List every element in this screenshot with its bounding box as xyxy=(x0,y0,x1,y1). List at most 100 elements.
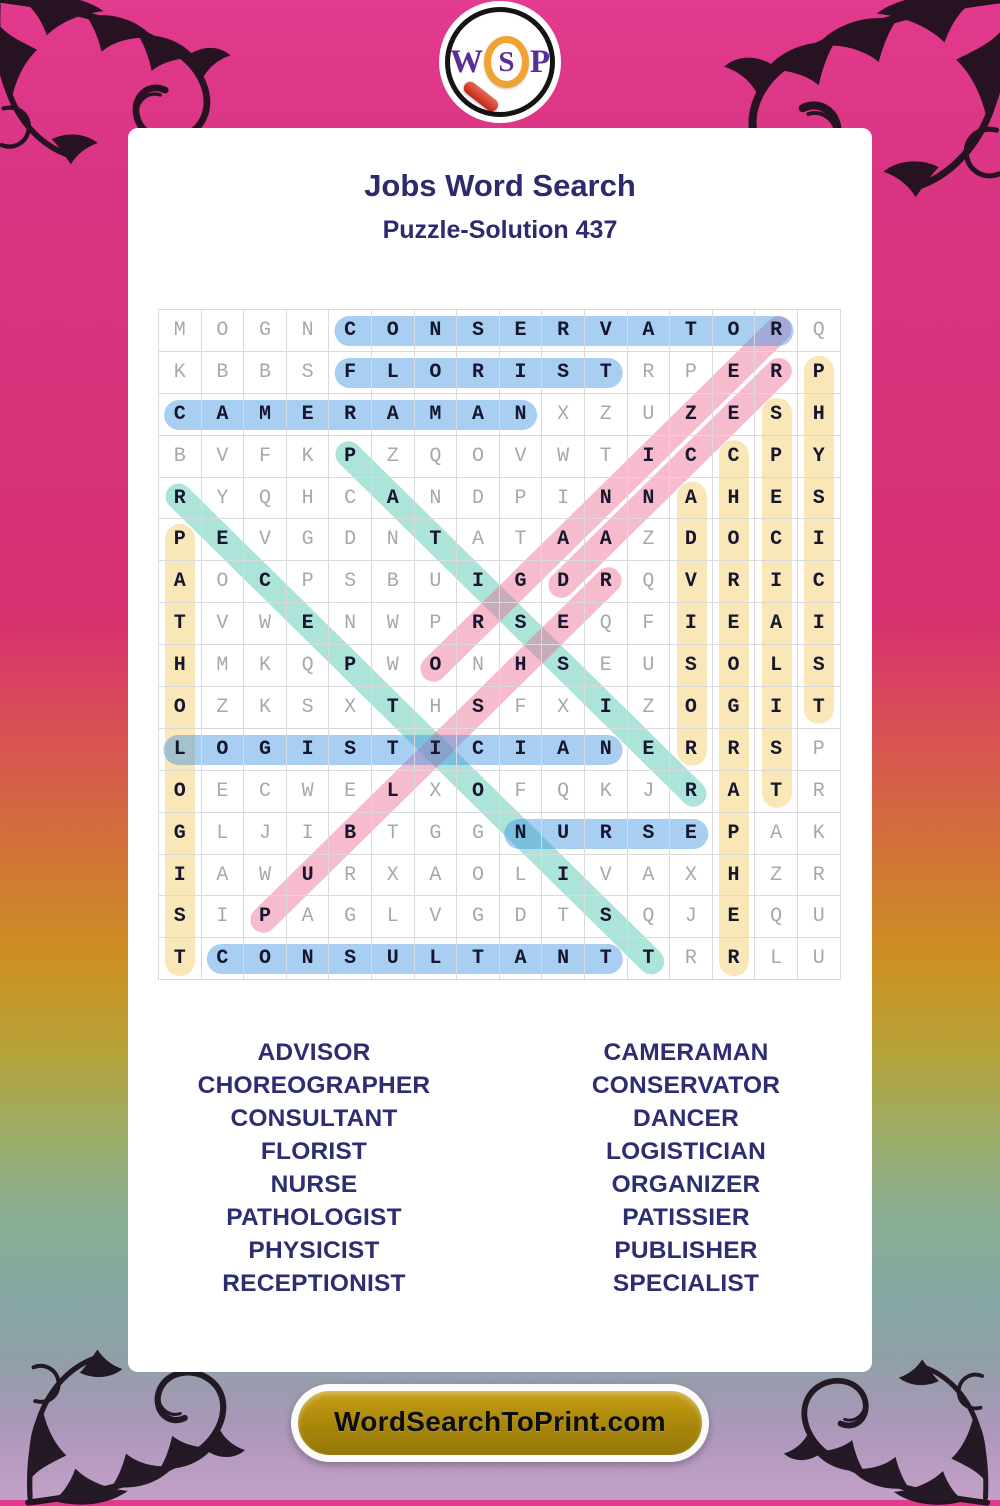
grid-cell: T xyxy=(457,938,500,981)
grid-cell: Q xyxy=(584,603,628,646)
grid-cell: S xyxy=(755,728,798,771)
grid-cell: G xyxy=(159,812,202,855)
grid-cell: A xyxy=(414,854,458,897)
grid-cell: X xyxy=(329,687,372,729)
grid-cell: R xyxy=(457,351,500,394)
grid-cell: P xyxy=(414,603,458,646)
grid-cell: I xyxy=(797,519,841,562)
grid-cell: W xyxy=(371,645,415,688)
grid-cell: M xyxy=(414,393,458,436)
grid-cell: G xyxy=(244,310,287,352)
grid-cell: J xyxy=(627,770,671,813)
logo-letter-s: S xyxy=(498,45,515,78)
grid-cell: L xyxy=(755,938,798,981)
grid-cell: A xyxy=(286,896,330,939)
wsp-logo[interactable]: W S P xyxy=(439,1,561,123)
grid-cell: E xyxy=(499,310,543,352)
grid-cell: U xyxy=(627,393,671,436)
word-highlight-logistician xyxy=(163,734,623,765)
word-list-item: CONSULTANT xyxy=(230,1105,398,1133)
grid-cell: V xyxy=(244,519,287,562)
grid-cell: E xyxy=(712,393,756,436)
grid-cell: P xyxy=(755,435,798,478)
grid-cell: Z xyxy=(755,854,798,897)
word-list-left-column: ADVISOR CHOREOGRAPHER CONSULTANT FLORIST NUR… xyxy=(128,1036,500,1300)
grid-cell: P xyxy=(159,519,202,562)
grid-cell: M xyxy=(244,393,287,436)
grid-cell: F xyxy=(244,435,287,478)
grid-cell: D xyxy=(457,477,500,520)
grid-cell: W xyxy=(286,770,330,813)
grid-cell: A xyxy=(584,519,628,562)
grid-cell: I xyxy=(499,351,543,394)
grid-cell: Y xyxy=(797,435,841,478)
grid-cell: A xyxy=(712,770,756,813)
grid-cell: I xyxy=(542,477,585,520)
grid-cell: N xyxy=(627,477,671,520)
grid-cell: T xyxy=(584,435,628,478)
logo-ring: W S P xyxy=(445,7,555,117)
grid-cell: P xyxy=(286,561,330,604)
grid-cell: K xyxy=(797,812,841,855)
grid-cell: E xyxy=(542,603,585,646)
grid-cell: V xyxy=(201,435,245,478)
grid-cell: P xyxy=(329,645,372,688)
grid-cell: E xyxy=(670,812,713,855)
grid-cell: R xyxy=(329,393,372,436)
grid-cell: C xyxy=(329,310,372,352)
grid-cell: K xyxy=(286,435,330,478)
grid-cell: T xyxy=(584,351,628,394)
word-list-item: RECEPTIONIST xyxy=(222,1270,406,1298)
grid-cell: L xyxy=(159,728,202,771)
grid-cell: R xyxy=(584,561,628,604)
grid-cell: S xyxy=(499,603,543,646)
grid-cell: R xyxy=(797,854,841,897)
grid-cell: E xyxy=(712,351,756,394)
grid-cell: I xyxy=(286,728,330,771)
grid-cell: B xyxy=(159,435,202,478)
grid-cell: C xyxy=(797,561,841,604)
grid-cell: G xyxy=(244,728,287,771)
grid-cell: R xyxy=(670,938,713,981)
word-list-item: FLORIST xyxy=(260,1138,368,1166)
grid-cell: C xyxy=(755,519,798,562)
grid-cell: R xyxy=(159,477,202,520)
grid-cell: T xyxy=(414,519,458,562)
grid-cell: Z xyxy=(627,687,671,729)
grid-cell: H xyxy=(712,477,756,520)
grid-cell: T xyxy=(584,938,628,981)
grid-cell: A xyxy=(755,812,798,855)
grid-cell: W xyxy=(244,854,287,897)
word-list-item: ADVISOR xyxy=(257,1039,371,1067)
grid-cell: D xyxy=(670,519,713,562)
grid-cell: U xyxy=(414,561,458,604)
grid-cell: E xyxy=(201,770,245,813)
grid-cell: X xyxy=(371,854,415,897)
grid-cell: R xyxy=(797,770,841,813)
grid-cell: L xyxy=(201,812,245,855)
grid-cell: H xyxy=(286,477,330,520)
grid-cell: N xyxy=(457,645,500,688)
grid-cell: Z xyxy=(627,519,671,562)
grid-cell: V xyxy=(499,435,543,478)
grid-cell: I xyxy=(159,854,202,897)
grid-cell: G xyxy=(457,812,500,855)
grid-cell: T xyxy=(499,519,543,562)
grid-cell: I xyxy=(414,728,458,771)
site-banner-button[interactable]: WordSearchToPrint.com xyxy=(291,1384,709,1462)
grid-cell: I xyxy=(499,728,543,771)
grid-cell: V xyxy=(670,561,713,604)
grid-cell: R xyxy=(712,728,756,771)
grid-cell: N xyxy=(329,603,372,646)
word-highlight-nurse xyxy=(504,818,708,849)
grid-cell: C xyxy=(329,477,372,520)
grid-cell: O xyxy=(371,310,415,352)
grid-cell: S xyxy=(457,687,500,729)
highlight-layer xyxy=(159,310,841,981)
magnifier-lens-icon: S xyxy=(484,36,529,88)
grid-cell: R xyxy=(712,561,756,604)
grid-cell: U xyxy=(542,812,585,855)
word-list: ADVISOR CHOREOGRAPHER CONSULTANT FLORIST NUR… xyxy=(128,1036,872,1300)
grid-cell: I xyxy=(457,561,500,604)
grid-cell: T xyxy=(542,896,585,939)
